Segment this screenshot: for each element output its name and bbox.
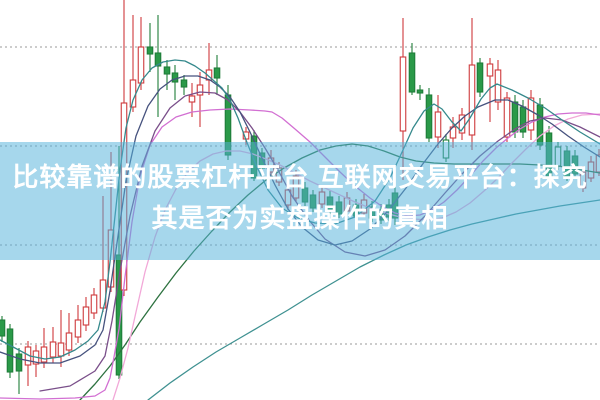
headline-band: 比较靠谱的股票杠杆平台 互联网交易平台：探究 其是否为实盘操作的真相: [0, 142, 600, 260]
headline-line-2: 其是否为实盘操作的真相: [151, 203, 449, 233]
headline-line-1: 比较靠谱的股票杠杆平台 互联网交易平台：探究: [12, 162, 588, 192]
